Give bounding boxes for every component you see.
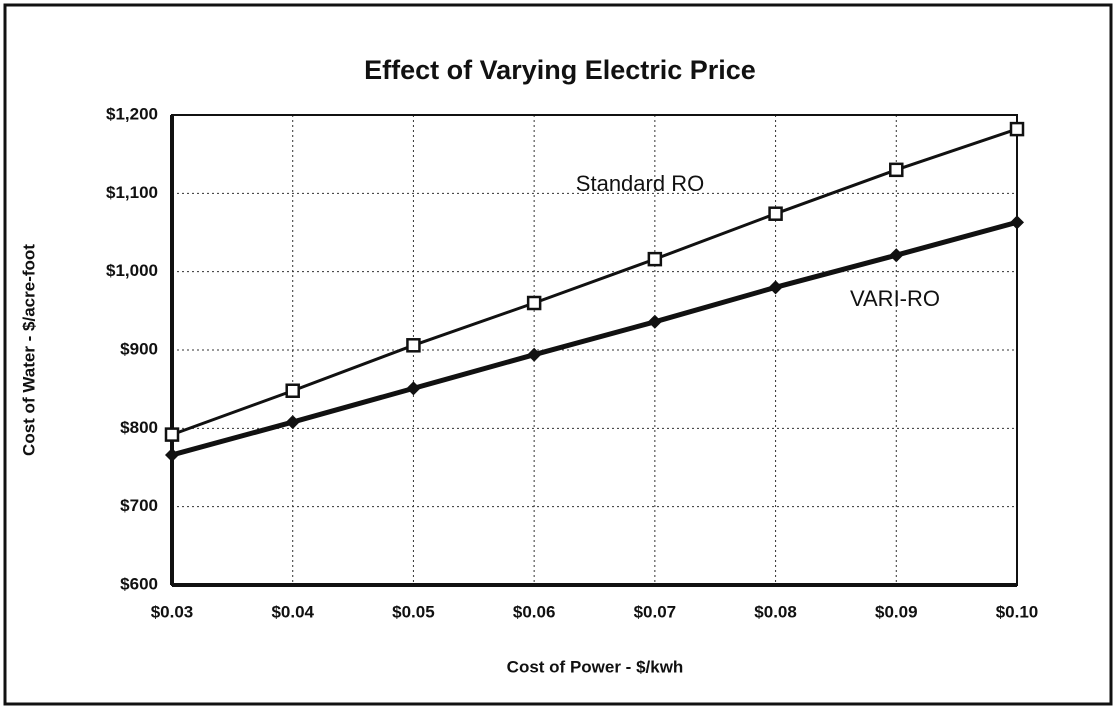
marker	[406, 338, 421, 353]
marker	[164, 427, 180, 442]
y-tick-label: $700	[120, 496, 158, 515]
series-label: Standard RO	[576, 171, 704, 196]
x-tick-label: $0.04	[271, 602, 314, 621]
series-line	[171, 127, 1018, 437]
marker	[165, 447, 179, 462]
marker	[647, 251, 663, 267]
y-tick-label: $800	[120, 418, 158, 437]
series-line	[171, 219, 1018, 458]
x-tick-label: $0.05	[392, 602, 435, 621]
x-tick-label: $0.09	[875, 602, 918, 621]
y-tick-label: $1,000	[106, 261, 158, 280]
x-axis-label: Cost of Power - $/kwh	[507, 657, 684, 676]
marker	[647, 314, 662, 329]
chart-title: Effect of Varying Electric Price	[364, 55, 756, 85]
y-axis-label: Cost of Water - $/acre-foot	[19, 244, 38, 456]
x-tick-label: $0.10	[996, 602, 1039, 621]
marker	[889, 248, 904, 263]
marker	[889, 162, 904, 178]
frame	[3, 3, 1113, 706]
marker	[526, 295, 542, 311]
x-tick-label: $0.07	[634, 602, 677, 621]
marker	[285, 415, 300, 430]
y-tick-label: $600	[120, 574, 158, 593]
x-tick-label: $0.08	[754, 602, 797, 621]
marker	[768, 280, 783, 295]
marker	[406, 381, 421, 396]
marker	[1009, 121, 1025, 137]
y-tick-label: $1,200	[106, 104, 158, 123]
marker	[527, 347, 542, 362]
x-tick-label: $0.03	[151, 602, 194, 621]
x-tick-label: $0.06	[513, 602, 556, 621]
series-label: VARI-RO	[850, 286, 940, 311]
marker	[768, 206, 783, 221]
marker	[1010, 215, 1024, 230]
y-tick-label: $1,100	[106, 183, 158, 202]
y-tick-label: $900	[120, 339, 158, 358]
marker	[285, 383, 300, 398]
